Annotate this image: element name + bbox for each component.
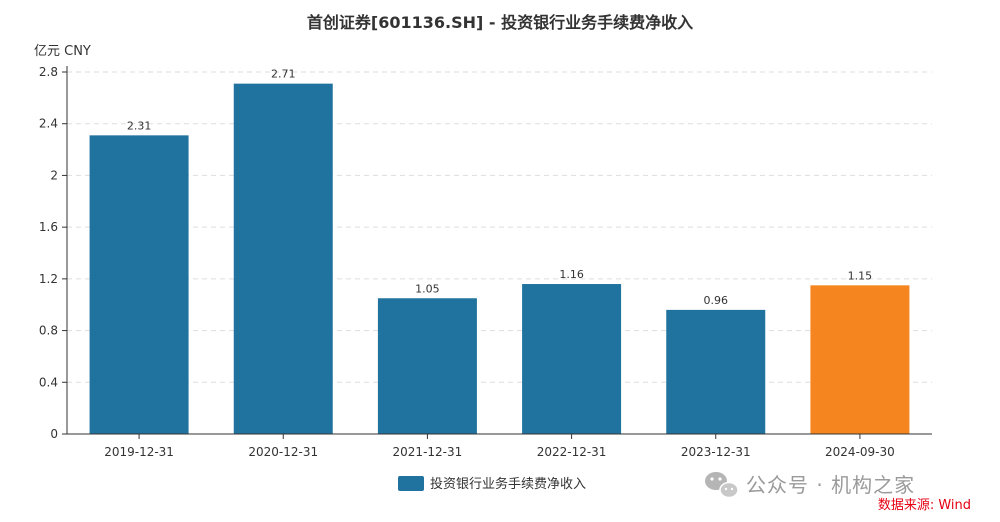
y-tick-label: 0 <box>50 427 58 441</box>
watermark: 公众号 · 机构之家 <box>705 472 915 499</box>
bar[interactable] <box>522 284 622 434</box>
x-tick-label: 2019-12-31 <box>104 445 174 459</box>
data-labels: 2.31 2.71 1.05 1.16 0.96 1.15 <box>127 68 872 307</box>
bar-series <box>89 83 910 434</box>
data-label: 0.96 <box>704 294 729 307</box>
data-label: 1.16 <box>559 268 584 281</box>
legend-label: 投资银行业务手续费净收入 <box>430 476 586 492</box>
x-tick-label: 2023-12-31 <box>681 445 751 459</box>
y-axis: 0 0.4 0.8 1.2 1.6 2 2.4 2.8 <box>39 65 68 441</box>
bar[interactable] <box>233 83 333 434</box>
y-tick-label: 2.8 <box>39 65 58 79</box>
y-tick-label: 0.8 <box>39 324 58 338</box>
data-label: 2.31 <box>127 119 152 132</box>
y-tick-label: 1.2 <box>39 272 58 286</box>
chart-title: 首创证券[601136.SH] - 投资银行业务手续费净收入 <box>307 13 693 32</box>
bar[interactable] <box>666 309 766 434</box>
watermark-text: 公众号 · 机构之家 <box>746 473 915 497</box>
data-label: 2.71 <box>271 68 296 81</box>
data-label: 1.05 <box>415 282 440 295</box>
y-axis-unit: 亿元 CNY <box>34 44 91 59</box>
data-label: 1.15 <box>848 269 873 282</box>
y-tick-label: 2 <box>50 168 58 182</box>
legend[interactable]: 投资银行业务手续费净收入 <box>398 476 586 492</box>
y-tick-label: 2.4 <box>39 117 58 131</box>
bar[interactable] <box>377 298 477 434</box>
x-tick-label: 2022-12-31 <box>537 445 607 459</box>
wechat-icon <box>705 472 739 499</box>
x-tick-label: 2021-12-31 <box>393 445 463 459</box>
data-source: 数据来源: Wind <box>878 498 971 513</box>
gridlines <box>67 71 932 383</box>
bar[interactable] <box>810 285 910 434</box>
x-axis: 2019-12-31 2020-12-31 2021-12-31 2022-12-31… <box>67 433 932 459</box>
y-tick-label: 1.6 <box>39 220 58 234</box>
x-tick-label: 2020-12-31 <box>248 445 318 459</box>
legend-swatch <box>398 476 424 491</box>
bar[interactable] <box>89 135 189 434</box>
y-tick-label: 0.4 <box>39 375 58 389</box>
x-tick-label: 2024-09-30 <box>825 445 895 459</box>
